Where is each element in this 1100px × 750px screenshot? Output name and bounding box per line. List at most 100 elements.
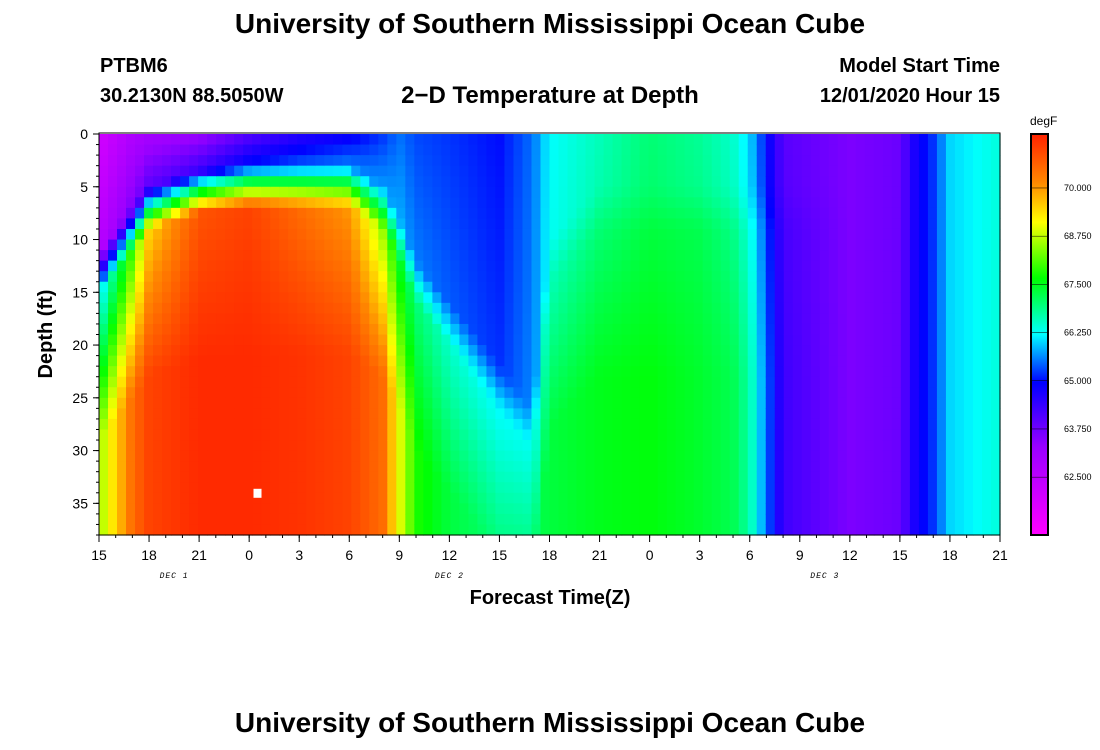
- heatmap-cell: [117, 345, 127, 357]
- heatmap-cell: [666, 366, 677, 378]
- heatmap-cell: [234, 292, 244, 304]
- heatmap-cell: [99, 492, 109, 504]
- heatmap-cell: [423, 134, 433, 146]
- heatmap-cell: [396, 271, 406, 283]
- heatmap-cell: [522, 218, 533, 230]
- heatmap-cell: [396, 134, 406, 146]
- heatmap-cell: [603, 355, 614, 367]
- heatmap-cell: [108, 387, 118, 399]
- heatmap-cell: [198, 292, 208, 304]
- heatmap-cell: [315, 471, 325, 483]
- heatmap-cell: [432, 492, 442, 504]
- heatmap-cell: [891, 418, 902, 431]
- heatmap-cell: [738, 260, 749, 272]
- heatmap-cell: [855, 503, 866, 515]
- heatmap-cell: [297, 302, 307, 314]
- heatmap-cell: [189, 271, 199, 283]
- heatmap-cell: [567, 471, 578, 483]
- heatmap-cell: [432, 345, 442, 357]
- heatmap-cell: [531, 503, 542, 515]
- heatmap-cell: [531, 218, 542, 230]
- heatmap-cell: [693, 503, 704, 515]
- heatmap-cell: [783, 345, 794, 357]
- heatmap-cell: [900, 239, 911, 251]
- heatmap-cell: [171, 334, 181, 346]
- heatmap-cell: [954, 492, 965, 504]
- heatmap-cell: [864, 176, 875, 188]
- heatmap-cell: [747, 334, 758, 346]
- heatmap-cell: [657, 450, 668, 462]
- heatmap-cell: [342, 176, 352, 188]
- heatmap-cell: [351, 513, 361, 526]
- heatmap-cell: [927, 239, 938, 251]
- heatmap-cell: [648, 503, 659, 515]
- heatmap-cell: [387, 355, 397, 367]
- heatmap-cell: [135, 155, 145, 167]
- heatmap-cell: [774, 408, 785, 420]
- heatmap-cell: [315, 197, 325, 209]
- heatmap-cell: [594, 482, 605, 494]
- heatmap-cell: [684, 366, 695, 378]
- heatmap-cell: [153, 228, 163, 241]
- heatmap-cell: [369, 144, 379, 156]
- heatmap-cell: [189, 186, 199, 198]
- heatmap-cell: [225, 218, 235, 230]
- heatmap-cell: [126, 355, 136, 367]
- heatmap-cell: [936, 302, 947, 314]
- heatmap-cell: [279, 397, 289, 409]
- heatmap-cell: [117, 503, 127, 515]
- heatmap-cell: [549, 492, 560, 504]
- heatmap-cell: [288, 450, 298, 462]
- heatmap-cell: [333, 144, 343, 156]
- heatmap-cell: [828, 366, 839, 378]
- heatmap-cell: [549, 503, 560, 515]
- heatmap-cell: [720, 376, 731, 388]
- heatmap-cell: [243, 302, 253, 314]
- y-tick-label: 15: [72, 284, 88, 300]
- heatmap-cell: [801, 207, 812, 220]
- heatmap-cell: [189, 260, 199, 272]
- heatmap-cell: [900, 408, 911, 420]
- heatmap-cell: [288, 228, 298, 241]
- heatmap-cell: [738, 345, 749, 357]
- heatmap-cell: [459, 450, 470, 462]
- heatmap-cell: [738, 144, 749, 156]
- heatmap-cell: [315, 207, 325, 220]
- heatmap-cell: [441, 165, 451, 177]
- heatmap-cell: [639, 207, 650, 220]
- heatmap-cell: [675, 492, 686, 504]
- heatmap-cell: [540, 482, 551, 494]
- heatmap-cell: [720, 492, 731, 504]
- heatmap-cell: [837, 345, 848, 357]
- heatmap-cell: [729, 429, 740, 441]
- heatmap-cell: [981, 408, 992, 420]
- heatmap-cell: [423, 302, 433, 314]
- heatmap-cell: [549, 376, 560, 388]
- heatmap-cell: [423, 355, 433, 367]
- heatmap-cell: [252, 323, 262, 336]
- heatmap-cell: [99, 376, 109, 388]
- heatmap-cell: [207, 302, 217, 314]
- heatmap-cell: [801, 218, 812, 230]
- heatmap-cell: [828, 218, 839, 230]
- heatmap-cell: [306, 492, 316, 504]
- heatmap-cell: [891, 482, 902, 494]
- heatmap-cell: [441, 355, 451, 367]
- heatmap-cell: [603, 492, 614, 504]
- heatmap-cell: [396, 250, 406, 262]
- x-axis-label: Forecast Time(Z): [470, 587, 631, 609]
- heatmap-cell: [99, 250, 109, 262]
- heatmap-cell: [540, 387, 551, 399]
- heatmap-cell: [846, 197, 857, 209]
- heatmap-cell: [810, 492, 821, 504]
- heatmap-cell: [243, 408, 253, 420]
- heatmap-cell: [972, 408, 983, 420]
- heatmap-cell: [387, 186, 397, 198]
- heatmap-cell: [792, 228, 803, 241]
- heatmap-cell: [900, 397, 911, 409]
- heatmap-cell: [162, 345, 172, 357]
- heatmap-cell: [648, 302, 659, 314]
- heatmap-cell: [981, 334, 992, 346]
- heatmap-cell: [747, 408, 758, 420]
- heatmap-cell: [144, 292, 154, 304]
